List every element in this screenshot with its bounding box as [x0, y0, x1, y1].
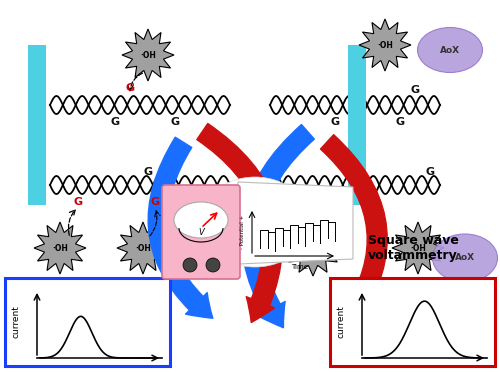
FancyArrowPatch shape: [197, 124, 282, 323]
Text: G: G: [74, 197, 82, 207]
Bar: [348, 45, 366, 205]
Text: current: current: [12, 305, 20, 339]
Text: Square wave
voltammetry: Square wave voltammetry: [368, 234, 459, 262]
Text: G: G: [126, 83, 134, 93]
FancyBboxPatch shape: [162, 185, 240, 279]
Text: current: current: [336, 305, 345, 339]
Bar: [28, 45, 46, 205]
Polygon shape: [392, 222, 444, 274]
Text: AoX: AoX: [455, 253, 475, 263]
Ellipse shape: [174, 202, 228, 238]
Polygon shape: [34, 222, 86, 274]
Text: ·OH: ·OH: [410, 244, 426, 253]
Text: G: G: [410, 85, 420, 95]
Text: AoX: AoX: [440, 45, 460, 55]
Text: G: G: [144, 167, 152, 177]
Text: ·OH: ·OH: [135, 244, 151, 253]
Polygon shape: [238, 182, 353, 264]
Text: G: G: [330, 117, 340, 127]
FancyArrowPatch shape: [148, 137, 213, 318]
FancyArrowPatch shape: [320, 135, 387, 323]
Text: G: G: [170, 117, 179, 127]
Polygon shape: [117, 222, 169, 274]
Text: ·OH: ·OH: [140, 51, 156, 60]
Text: ·OH: ·OH: [52, 244, 68, 253]
Circle shape: [206, 258, 220, 272]
Text: G: G: [110, 117, 120, 127]
FancyArrowPatch shape: [242, 125, 314, 328]
Text: G: G: [344, 167, 352, 177]
Text: - Potential +: - Potential +: [240, 215, 244, 249]
Text: G: G: [396, 117, 404, 127]
Text: G: G: [288, 197, 296, 207]
Text: V: V: [198, 228, 204, 237]
Ellipse shape: [432, 234, 498, 282]
Text: G: G: [150, 197, 160, 207]
Ellipse shape: [418, 28, 482, 73]
Polygon shape: [122, 29, 174, 81]
Text: Time: Time: [291, 264, 308, 270]
Polygon shape: [285, 220, 341, 276]
Bar: [330, 278, 495, 366]
Bar: [5, 278, 170, 366]
Ellipse shape: [200, 177, 310, 267]
Circle shape: [183, 258, 197, 272]
Polygon shape: [359, 19, 411, 71]
Text: G: G: [426, 167, 434, 177]
Text: ·OH: ·OH: [377, 41, 393, 49]
Text: ·OH: ·OH: [305, 244, 321, 253]
